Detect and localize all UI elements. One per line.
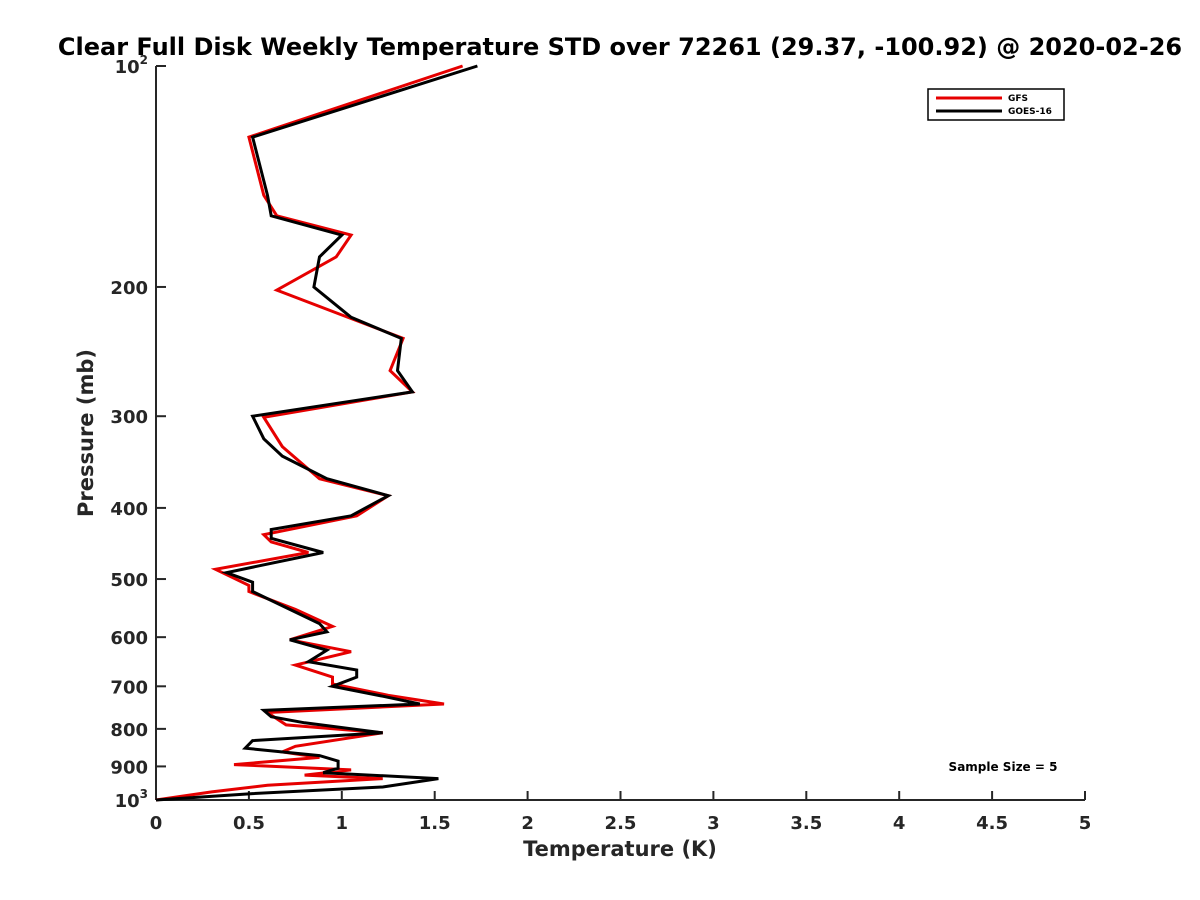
series-lines [155,64,478,802]
y-tick-label: 500 [110,570,148,591]
legend-label: GOES-16 [1008,107,1052,117]
y-tick-label: 102 [115,53,148,78]
y-tick-label: 200 [110,278,148,299]
x-tick-label: 2 [521,813,534,834]
x-tick-label: 3.5 [790,813,822,834]
x-tick-label: 5 [1079,813,1092,834]
x-tick-label: 0.5 [233,813,265,834]
series-line-gfs [155,64,464,802]
y-tick-label: 400 [110,499,148,520]
x-tick-label: 1.5 [419,813,451,834]
y-axis-label: Pressure (mb) [74,349,98,517]
sample-size-annotation: Sample Size = 5 [949,760,1058,774]
x-axis-label: Temperature (K) [523,837,717,861]
y-tick-label: 300 [110,407,148,428]
y-tick-label: 900 [110,757,148,778]
x-tick-label: 2.5 [605,813,637,834]
x-tick-label: 4.5 [976,813,1008,834]
legend-label: GFS [1008,94,1028,104]
y-tick-label: 800 [110,720,148,741]
x-tick-label: 1 [336,813,349,834]
x-axis-ticks: 0 0.5 1 1.5 2 2.5 3 3.5 4 4.5 5 [150,791,1092,834]
x-tick-label: 3 [707,813,720,834]
y-tick-label: 103 [115,787,148,812]
x-tick-label: 0 [150,813,163,834]
y-axis-ticks: 102 200 300 400 500 600 700 800 900 103 [110,53,166,812]
y-tick-label: 600 [110,628,148,649]
x-tick-label: 4 [893,813,906,834]
legend: GFS GOES-16 [927,88,1065,121]
legend-box [927,88,1065,121]
y-tick-label: 700 [110,677,148,698]
series-line-goes-16 [155,64,478,802]
axes [155,66,1085,801]
chart-title: Clear Full Disk Weekly Temperature STD o… [58,33,1182,61]
